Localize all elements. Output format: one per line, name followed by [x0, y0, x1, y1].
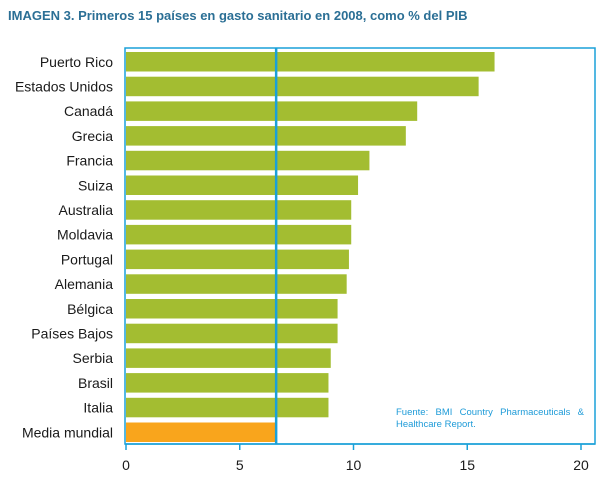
category-label: Canadá: [64, 103, 113, 119]
bar-3: [126, 126, 406, 146]
category-label: Suiza: [78, 177, 113, 193]
category-label: Alemania: [55, 276, 114, 292]
x-tick-label: 10: [346, 457, 362, 473]
category-label: Francia: [66, 153, 113, 169]
category-label: Países Bajos: [31, 325, 113, 341]
bar-7: [126, 224, 352, 245]
chart-title: IMAGEN 3. Primeros 15 países en gasto sa…: [8, 8, 468, 23]
bar-9: [126, 274, 347, 294]
bar-13: [126, 373, 329, 393]
x-tick-label: 20: [573, 457, 589, 473]
bar-6: [126, 200, 352, 220]
category-label: Moldavia: [57, 227, 113, 243]
category-label: Puerto Rico: [40, 54, 113, 70]
bar-11: [126, 323, 338, 344]
category-label: Estados Unidos: [15, 78, 113, 94]
category-label: Media mundial: [22, 424, 113, 440]
category-label: Grecia: [72, 128, 113, 144]
x-tick-label: 0: [122, 457, 130, 473]
category-label: Italia: [83, 400, 113, 416]
bar-14: [126, 397, 329, 418]
bar-8: [126, 249, 349, 270]
category-label: Brasil: [78, 375, 113, 391]
bar-15: [126, 422, 277, 442]
x-tick-label: 5: [236, 457, 244, 473]
category-label: Portugal: [61, 251, 113, 267]
bar-2: [126, 101, 418, 121]
bar-10: [126, 299, 338, 319]
bar-12: [126, 348, 331, 368]
category-label: Serbia: [73, 350, 114, 366]
bar-5: [126, 175, 359, 195]
x-tick-label: 15: [459, 457, 475, 473]
category-label: Australia: [59, 202, 114, 218]
source-note: Fuente: BMI Country Pharmaceuticals & He…: [396, 407, 584, 430]
bar-4: [126, 150, 370, 171]
category-label: Bélgica: [67, 301, 113, 317]
bar-1: [126, 76, 479, 97]
bar-0: [126, 52, 495, 72]
